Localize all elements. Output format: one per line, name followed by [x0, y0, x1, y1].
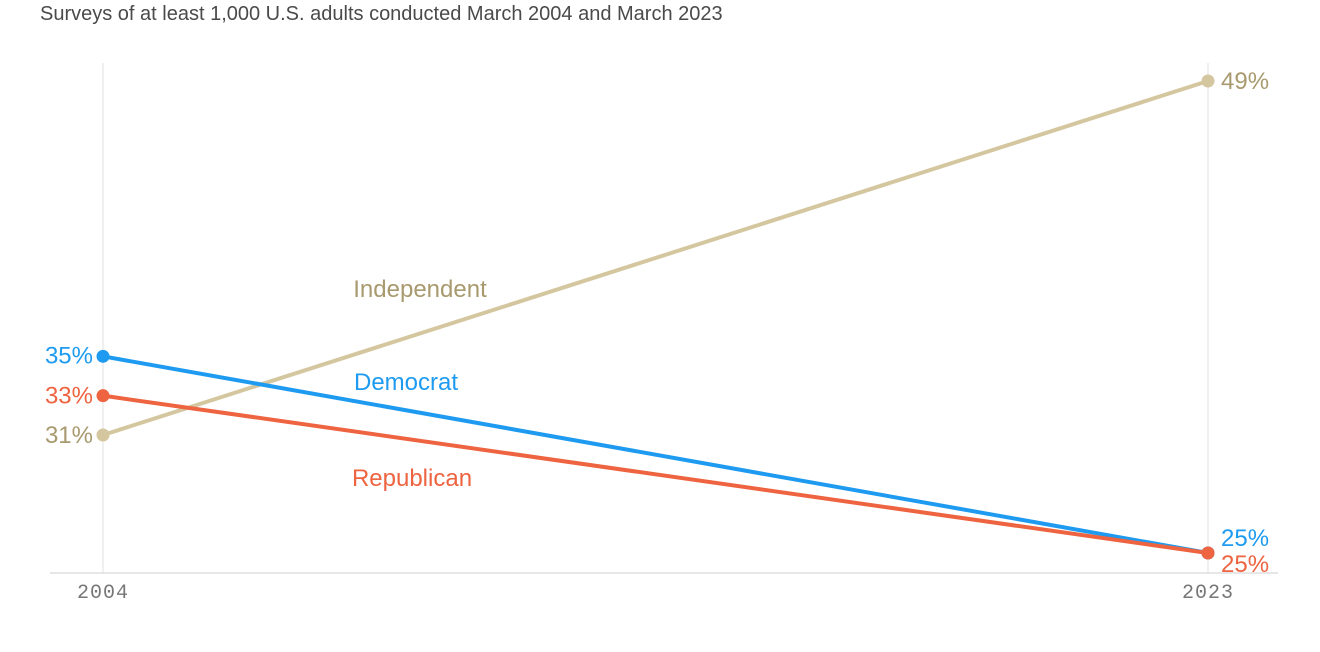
series-labels: 31% 49% Independent 35% 25% Democrat 33% 25% Rep… [45, 68, 1269, 578]
independent-value-label-2023: 49% [1221, 68, 1269, 95]
republican-value-label-2023: 25% [1221, 551, 1269, 578]
democrat-value-label-2023: 25% [1221, 525, 1269, 552]
independent-series-label: Independent [353, 276, 487, 303]
republican-series-label: Republican [352, 465, 472, 492]
series-points [96, 74, 1215, 560]
republican-point-2004 [96, 389, 110, 403]
chart-subtitle: Surveys of at least 1,000 U.S. adults co… [40, 3, 723, 25]
independent-point-2004 [96, 428, 110, 442]
x-tick-label: 2004 [77, 582, 129, 605]
democrat-value-label-2004: 35% [45, 342, 93, 369]
republican-line [101, 393, 1210, 555]
independent-point-2023 [1201, 74, 1215, 88]
grid-layer [102, 63, 1209, 573]
independent-value-label-2004: 31% [45, 422, 93, 449]
series-lines [101, 79, 1210, 555]
x-axis: 2004 2023 [50, 572, 1278, 605]
republican-value-label-2004: 33% [45, 383, 93, 410]
republican-point-2023 [1201, 546, 1215, 560]
democrat-line [101, 354, 1210, 555]
democrat-point-2004 [96, 349, 110, 363]
independent-line [101, 79, 1210, 437]
democrat-series-label: Democrat [354, 369, 458, 396]
x-tick-label: 2023 [1182, 582, 1234, 605]
